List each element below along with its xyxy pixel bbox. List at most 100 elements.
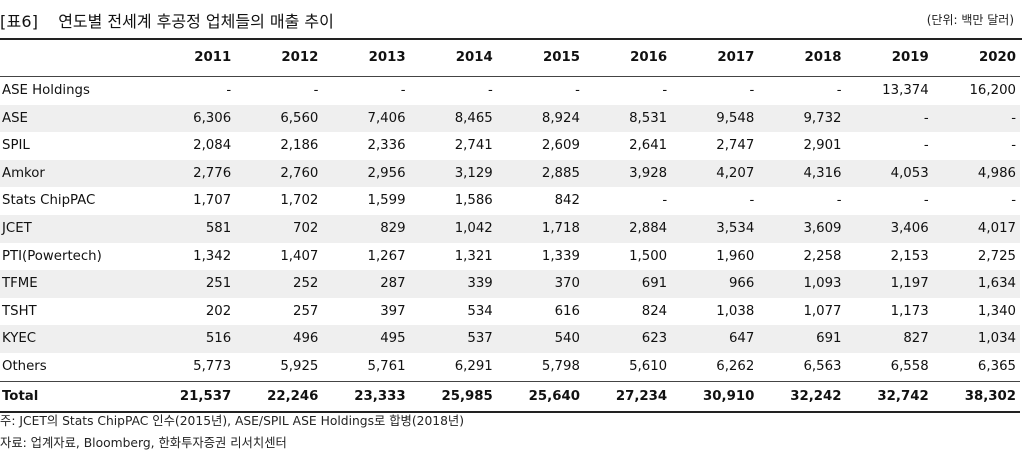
notes: 주: JCET의 Stats ChipPAC 인수(2015년), ASE/SP… [0,410,464,454]
revenue-cell: 3,129 [409,159,497,188]
revenue-cell: 4,316 [758,159,846,188]
total-label-cell: Total [0,380,149,413]
total-cell: 27,234 [583,380,672,413]
company-name-cell: KYEC [0,325,149,353]
revenue-cell: 616 [554,303,580,319]
revenue-cell: 6,306 [148,104,236,133]
revenue-cell: 827 [845,325,933,353]
revenue-cell: 1,197 [845,270,933,298]
revenue-cell: 2,186 [280,138,319,154]
revenue-cell: - [923,193,929,209]
revenue-cell: 496 [235,325,323,353]
revenue-cell: - [487,83,493,98]
revenue-cell: 2,747 [716,138,755,154]
revenue-cell: 8,924 [496,104,584,133]
total-cell: 22,246 [235,380,323,413]
unit-label: (단위: 백만 달러) [926,13,1014,27]
table-row: TSHT 202 257 397 534 616 824 1,038 1,077 1,173 1,3… [0,298,1020,326]
table-row: ASE Holdings - - - - - - - - 13,374 16,200 [0,77,1020,105]
table-row: TFME 251 252 287 339 370 691 966 1,093 1,197 1,634 [0,270,1020,298]
revenue-cell: 5,773 [193,358,232,374]
revenue-cell: 370 [496,270,584,298]
revenue-cell: 966 [671,270,759,298]
revenue-cell: 2,609 [541,138,580,154]
company-name-cell: TSHT [2,303,37,319]
revenue-cell: 2,725 [977,248,1016,264]
revenue-cell: 3,534 [671,214,759,243]
revenue-cell: 1,173 [890,303,929,319]
revenue-cell: - [836,193,842,209]
source-note: 자료: 업계자료, Bloomberg, 한화투자증권 리서치센터 [0,436,287,450]
revenue-cell: 5,761 [367,358,406,374]
revenue-table: 2011 2012 2013 2014 2015 2016 2017 2018 … [0,40,1020,413]
revenue-cell: 257 [293,303,319,319]
revenue-cell: 1,707 [193,193,232,209]
revenue-cell: - [400,83,406,98]
revenue-cell: 1,339 [541,248,580,264]
revenue-cell: 202 [205,303,232,319]
revenue-cell: 9,732 [758,104,846,133]
revenue-cell: - [932,104,1020,133]
revenue-cell: 5,925 [280,358,319,374]
revenue-cell: 824 [641,303,668,319]
revenue-cell: 2,885 [496,159,584,188]
total-cell: 25,985 [409,380,497,413]
revenue-cell: 1,718 [496,214,584,243]
revenue-cell: 842 [554,193,580,209]
revenue-cell: 2,760 [235,159,323,188]
revenue-cell: 8,531 [583,104,672,133]
revenue-cell: - [575,83,580,98]
revenue-cell: 1,500 [629,248,668,264]
revenue-cell: 623 [583,325,672,353]
revenue-cell: - [923,138,929,154]
year-header: 2020 [932,40,1020,77]
revenue-cell: 540 [496,325,584,353]
revenue-cell: 2,884 [583,214,672,243]
revenue-cell: 1,038 [716,303,755,319]
year-header: 2016 [583,40,672,77]
revenue-cell: 6,291 [454,358,493,374]
revenue-cell: 1,599 [367,193,406,209]
revenue-cell: 2,741 [454,138,493,154]
table-row: ASE 6,306 6,560 7,406 8,465 8,924 8,531 9,548 9,… [0,104,1020,133]
year-header: 2013 [322,40,410,77]
revenue-cell: - [1011,193,1016,209]
table-title: [표6] 연도별 전세계 후공정 업체들의 매출 추이 [0,8,334,32]
total-cell: 32,742 [845,380,933,413]
revenue-cell: 3,406 [845,214,933,243]
revenue-cell: 6,563 [803,358,842,374]
revenue-cell: - [749,83,755,98]
table-tag: [표6] [0,12,39,31]
revenue-cell: 516 [148,325,236,353]
year-header: 2018 [758,40,846,77]
company-name-cell: ASE Holdings [2,83,90,98]
revenue-cell: - [845,104,933,133]
revenue-cell: 4,017 [932,214,1020,243]
revenue-cell: - [1011,138,1016,154]
table-title-text: 연도별 전세계 후공정 업체들의 매출 추이 [58,12,334,31]
company-name-cell: Stats ChipPAC [2,193,96,209]
revenue-cell: 252 [235,270,323,298]
revenue-cell: 13,374 [882,83,929,98]
revenue-cell: 1,321 [454,248,493,264]
revenue-cell: 339 [409,270,497,298]
revenue-cell: 702 [235,214,323,243]
year-header: 2011 [148,40,236,77]
revenue-cell: 1,077 [803,303,842,319]
revenue-cell: 537 [409,325,497,353]
table-row: PTI(Powertech) 1,342 1,407 1,267 1,321 1,339 1… [0,243,1020,271]
revenue-cell: - [662,83,668,98]
revenue-cell: 9,548 [671,104,759,133]
revenue-cell: - [313,83,319,98]
company-name-cell: SPIL [2,138,30,154]
revenue-cell: 1,634 [932,270,1020,298]
revenue-cell: 1,267 [367,248,406,264]
table-row: JCET 581 702 829 1,042 1,718 2,884 3,534 3,609 3,… [0,214,1020,243]
revenue-cell: 691 [583,270,672,298]
table-row: Others 5,773 5,925 5,761 6,291 5,798 5,610 6,26… [0,353,1020,381]
table-row: Amkor 2,776 2,760 2,956 3,129 2,885 3,928 4,207… [0,159,1020,188]
revenue-cell: 8,465 [409,104,497,133]
total-cell: 23,333 [322,380,410,413]
revenue-cell: 581 [148,214,236,243]
